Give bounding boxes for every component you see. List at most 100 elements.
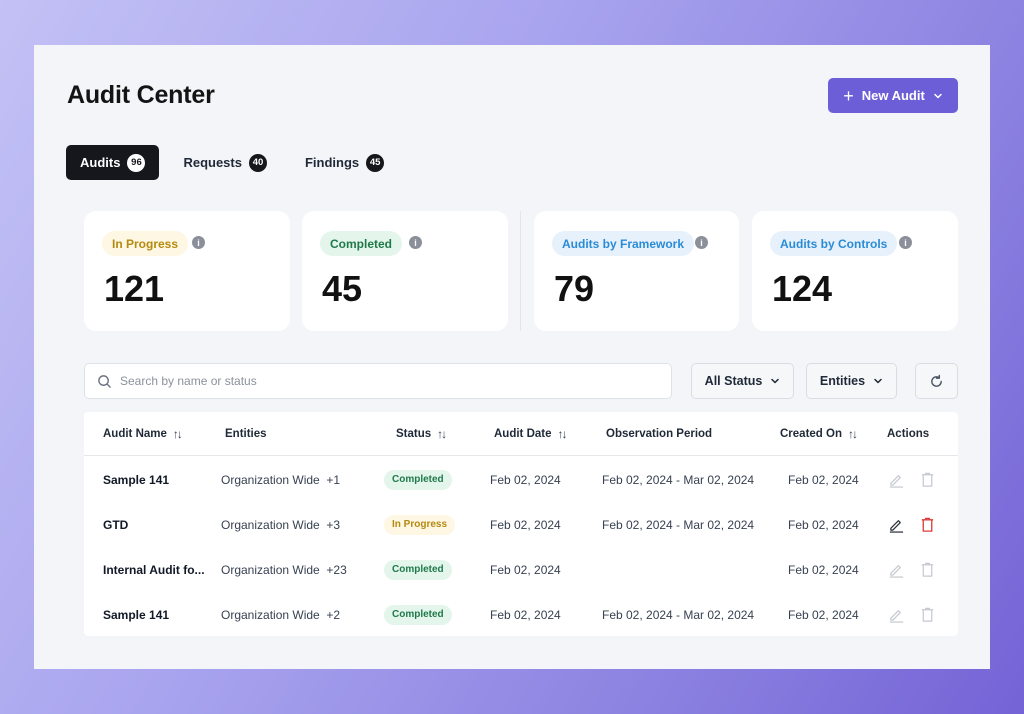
entities-filter[interactable]: Entities [806,363,897,399]
info-icon: i [899,236,912,249]
entities-cell: Organization Wide +2 [221,592,340,637]
entities-extra[interactable]: +1 [326,472,341,487]
created-on-cell: Feb 02, 2024 [788,517,859,532]
row-actions [888,502,936,547]
col-created-on-label: Created On [780,428,842,440]
audit-name-cell[interactable]: Sample 141 [103,472,170,487]
tab-requests-count: 40 [248,153,267,172]
audit-name-cell[interactable]: GTD [103,517,129,532]
plus-icon: + [843,85,854,106]
entities-extra[interactable]: +3 [326,517,341,532]
entities-text: Organization Wide [221,472,320,487]
col-actions: Actions [887,412,929,456]
sort-icon[interactable]: ↑↓ [437,427,447,441]
observation-cell: Feb 02, 2024 - Mar 02, 2024 [602,472,755,487]
table-row[interactable]: Internal Audit fo... Organization Wide +… [84,547,958,592]
controls-pill: Audits by Controls [770,231,898,256]
table-row[interactable]: GTD Organization Wide +3 In Progress Feb… [84,502,958,547]
chevron-down-icon [874,378,882,384]
sort-icon[interactable]: ↑↓ [172,427,183,441]
audit-name-cell[interactable]: Sample 141 [103,607,170,622]
framework-count: 79 [554,268,595,309]
col-audit-name-label: Audit Name [103,428,167,440]
entities-cell: Organization Wide +1 [221,457,340,502]
tab-audits[interactable]: Audits 96 [66,145,160,180]
created-on-cell: Feb 02, 2024 [788,562,859,577]
search-input[interactable] [120,374,640,388]
stat-card-completed[interactable]: Completed i 45 [302,211,508,331]
tab-audits-count: 96 [127,153,146,172]
delete-icon[interactable] [919,606,936,623]
entities-cell: Organization Wide +3 [221,502,340,547]
row-actions [888,457,936,502]
search-box[interactable] [84,363,672,399]
observation-cell: Feb 02, 2024 - Mar 02, 2024 [602,607,755,622]
delete-icon[interactable] [919,471,936,488]
row-actions [888,592,936,637]
status-cell: Completed [384,592,452,637]
chevron-down-icon [771,378,780,384]
entities-extra[interactable]: +2 [326,607,341,622]
tab-findings[interactable]: Findings 45 [291,145,398,180]
info-icon: i [192,236,205,249]
refresh-button[interactable] [915,363,958,399]
status-cell: Completed [384,457,452,502]
table-header: Audit Name ↑↓ Entities Status ↑↓ Audit D… [84,412,958,456]
audit-date-cell: Feb 02, 2024 [490,472,561,487]
edit-icon[interactable] [888,606,905,623]
stat-card-framework[interactable]: Audits by Framework i 79 [534,211,739,331]
new-audit-button[interactable]: + New Audit [828,78,958,113]
col-audit-date-label: Audit Date [494,428,552,440]
created-on-cell: Feb 02, 2024 [788,607,859,622]
controls-count: 124 [772,268,833,309]
tab-requests[interactable]: Requests 40 [169,145,281,180]
audit-date-cell: Feb 02, 2024 [490,562,561,577]
entities-filter-label: Entities [819,374,866,388]
col-created-on[interactable]: Created On ↑↓ [780,412,858,456]
col-status-label: Status [396,428,432,440]
edit-icon[interactable] [888,561,905,578]
info-icon: i [409,236,422,249]
tab-bar: Audits 96 Requests 40 Findings 45 [66,145,408,180]
in-progress-pill: In Progress [102,231,189,256]
table-row[interactable]: Sample 141 Organization Wide +2 Complete… [84,592,958,637]
col-entities: Entities [225,412,267,456]
table-row[interactable]: Sample 141 Organization Wide +1 Complete… [84,457,958,502]
tab-findings-count: 45 [366,153,385,172]
sort-icon[interactable]: ↑↓ [557,427,568,441]
tab-requests-label: Requests [183,155,242,170]
col-audit-name[interactable]: Audit Name ↑↓ [103,412,183,456]
edit-icon[interactable] [888,516,905,533]
tab-audits-label: Audits [80,155,121,170]
framework-pill: Audits by Framework [552,231,695,256]
entities-extra[interactable]: +23 [326,562,347,577]
status-badge: In Progress [384,514,456,535]
observation-cell: Feb 02, 2024 - Mar 02, 2024 [602,517,755,532]
col-entities-label: Entities [225,428,267,440]
entities-cell: Organization Wide +23 [221,547,347,592]
sort-icon[interactable]: ↑↓ [848,427,858,441]
audit-name-cell[interactable]: Internal Audit fo... [103,562,205,577]
edit-icon[interactable] [888,471,905,488]
stat-card-in-progress[interactable]: In Progress i 121 [84,211,290,331]
delete-icon[interactable] [919,561,936,578]
refresh-icon [931,374,942,387]
col-audit-date[interactable]: Audit Date ↑↓ [494,412,568,456]
audits-table: Audit Name ↑↓ Entities Status ↑↓ Audit D… [84,412,958,636]
page-title: Audit Center [67,81,215,109]
created-on-cell: Feb 02, 2024 [788,472,859,487]
status-filter[interactable]: All Status [691,363,794,399]
col-observation-period: Observation Period [606,412,712,456]
audit-date-cell: Feb 02, 2024 [490,517,561,532]
new-audit-label: New Audit [861,88,925,103]
status-badge: Completed [384,604,452,625]
entities-text: Organization Wide [221,562,320,577]
row-actions [888,547,936,592]
in-progress-count: 121 [104,268,165,309]
tab-findings-label: Findings [304,155,360,170]
col-status[interactable]: Status ↑↓ [396,412,447,456]
stat-card-controls[interactable]: Audits by Controls i 124 [752,211,958,331]
delete-icon[interactable] [919,516,936,533]
col-actions-label: Actions [887,428,930,440]
entities-text: Organization Wide [221,517,320,532]
